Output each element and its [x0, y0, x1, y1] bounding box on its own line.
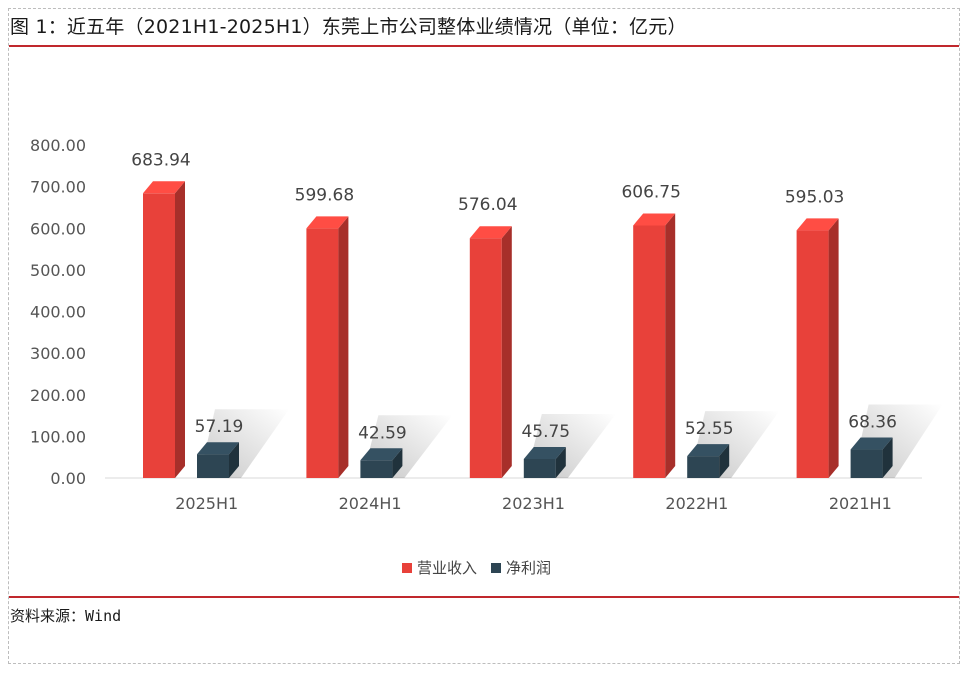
bar-net-profit-top [197, 442, 239, 455]
y-tick-label: 300.00 [30, 344, 86, 363]
x-tick-label: 2024H1 [339, 494, 402, 513]
bar-net-profit-top [687, 444, 730, 457]
y-tick-label: 700.00 [30, 178, 86, 197]
data-label-net-profit: 52.55 [685, 419, 734, 439]
bar-revenue-top [306, 216, 349, 229]
bar-revenue-side [501, 226, 512, 478]
data-label-net-profit: 57.19 [195, 417, 244, 437]
legend-swatch-revenue [402, 562, 412, 573]
y-tick-label: 0.00 [50, 469, 86, 488]
data-label-net-profit: 42.59 [358, 423, 407, 443]
bar-revenue [143, 193, 175, 478]
bar-revenue-top [796, 218, 839, 231]
bar-net-profit-side [392, 448, 403, 478]
bar-revenue-top [143, 181, 185, 194]
bar-net-profit [360, 460, 393, 478]
bar-revenue [469, 238, 502, 478]
bar-revenue-top [469, 226, 512, 239]
bar-net-profit-top [523, 446, 566, 459]
bar-revenue-side [175, 181, 185, 478]
figure-title: 图 1：近五年（2021H1-2025H1）东莞上市公司整体业绩情况（单位：亿元… [10, 16, 687, 38]
legend-swatch-net-profit [491, 562, 502, 573]
bar-revenue [633, 225, 666, 478]
y-tick-label: 200.00 [30, 386, 86, 405]
x-tick-label: 2025H1 [175, 494, 238, 513]
bar-chart: 0.00 100.00 200.00 300.00 400.00 500.00 600.00… [30, 136, 943, 513]
bar-revenue-top [633, 213, 676, 226]
data-label-revenue: 683.94 [131, 150, 190, 170]
legend-item-net-profit: 净利润 [491, 557, 551, 578]
bar-net-profit [197, 454, 229, 478]
y-tick-label: 800.00 [30, 136, 86, 155]
bar-net-profit-side [719, 444, 730, 478]
bar-net-profit-side [229, 442, 239, 478]
bar-net-profit-top [360, 448, 403, 461]
bar-net-profit-top [850, 437, 893, 450]
source-label: 资料来源： [10, 607, 86, 625]
legend-label-net-profit: 净利润 [506, 559, 552, 577]
y-tick-label: 500.00 [30, 261, 86, 280]
source-divider [9, 596, 959, 598]
bar-net-profit [523, 458, 556, 478]
bar-revenue [306, 228, 339, 478]
data-label-revenue: 576.04 [458, 195, 517, 215]
x-tick-label: 2022H1 [665, 494, 728, 513]
bar-revenue [796, 230, 829, 478]
x-tick-label: 2023H1 [502, 494, 565, 513]
data-label-revenue: 606.75 [621, 182, 680, 202]
data-label-revenue: 599.68 [295, 185, 354, 205]
data-label-net-profit: 68.36 [848, 413, 897, 433]
bar-net-profit-side [555, 446, 566, 478]
bar-net-profit [687, 456, 720, 478]
y-tick-label: 400.00 [30, 303, 86, 322]
legend-label-revenue: 营业收入 [417, 559, 478, 577]
data-label-revenue: 595.03 [785, 187, 844, 207]
y-tick-label: 600.00 [30, 219, 86, 238]
legend-item-revenue: 营业收入 [402, 557, 477, 578]
bar-revenue-side [338, 216, 349, 479]
chart-legend: 营业收入 净利润 [402, 557, 551, 578]
source-value: Wind [85, 607, 122, 625]
figure-frame [8, 8, 960, 664]
bar-net-profit-side [882, 437, 893, 478]
title-divider [9, 45, 959, 47]
bar-revenue-side [665, 213, 676, 478]
y-tick-label: 100.00 [30, 427, 86, 446]
bar-net-profit [850, 449, 883, 478]
bar-revenue-side [828, 218, 839, 478]
source-note: 资料来源：Wind [10, 605, 121, 626]
data-label-net-profit: 45.75 [521, 422, 570, 442]
x-tick-label: 2021H1 [829, 494, 892, 513]
